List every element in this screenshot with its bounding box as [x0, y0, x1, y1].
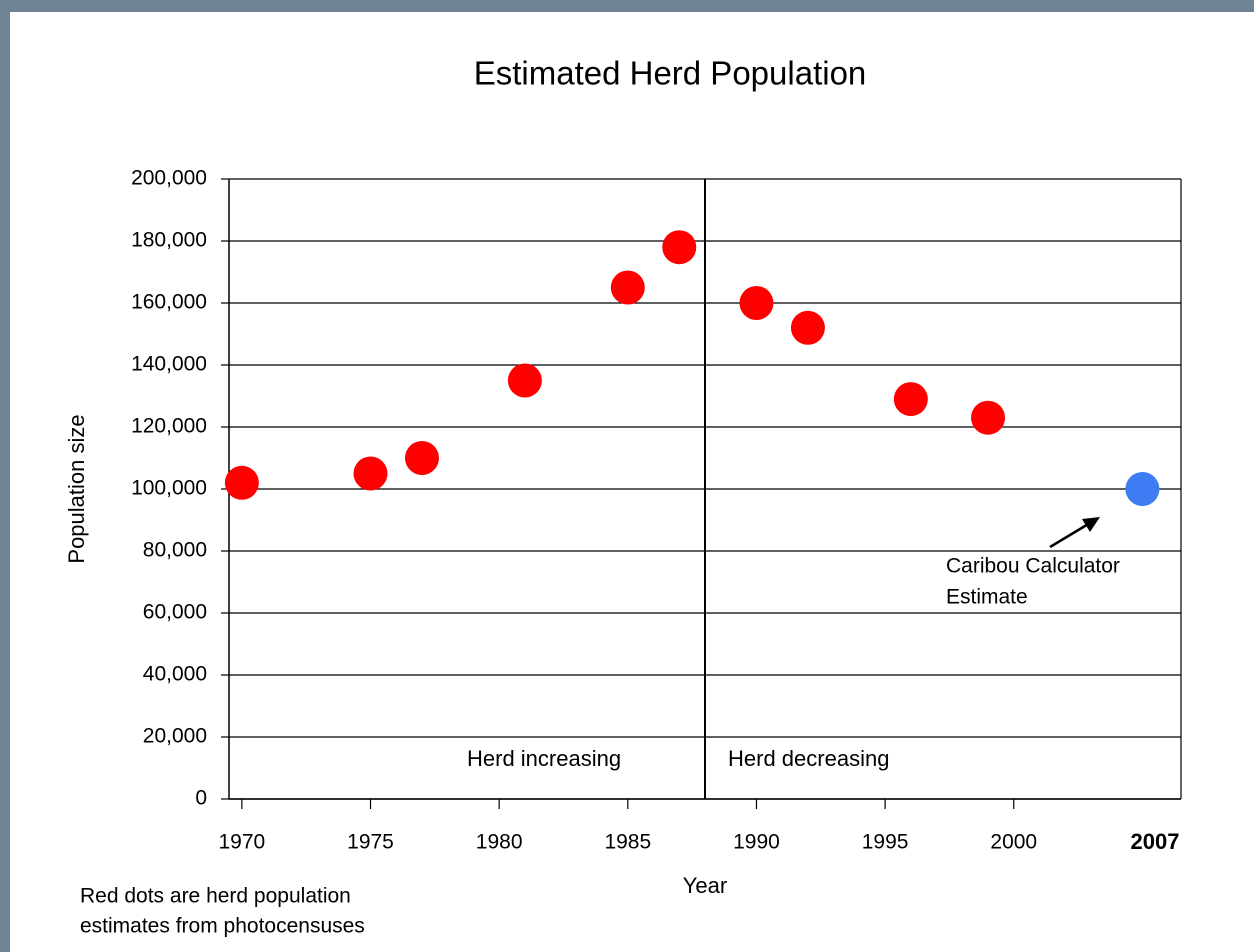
y-tick-label: 100,000	[131, 477, 207, 500]
annotation: Estimate	[946, 586, 1028, 609]
arrow-shaft	[1049, 521, 1091, 549]
x-tick-label: 1975	[347, 831, 394, 854]
arrow-head	[1082, 517, 1100, 532]
point	[507, 363, 542, 398]
x-axis-label: Year	[683, 873, 727, 898]
x-tick-label: 1980	[476, 831, 523, 854]
point	[404, 441, 439, 475]
y-tick-label: 120,000	[131, 415, 207, 438]
y-tick-label: 180,000	[131, 229, 207, 252]
point	[971, 400, 1006, 435]
point	[353, 456, 388, 491]
y-axis-label: Population size	[64, 414, 89, 563]
chart-title: Estimated Herd Population	[474, 55, 867, 92]
x-tick-label: 1995	[862, 831, 909, 854]
point	[224, 465, 259, 500]
point	[790, 310, 825, 345]
y-tick-label: 40,000	[143, 663, 207, 686]
frame-left	[0, 0, 10, 952]
y-tick-label: 200,000	[131, 167, 207, 190]
y-tick-label: 80,000	[143, 539, 207, 562]
x-tick-label: 2000	[990, 831, 1037, 854]
annotation: 2007	[1131, 829, 1180, 854]
y-tick-label: 20,000	[143, 725, 207, 748]
footnote: estimates from photocensuses	[80, 915, 365, 938]
y-tick-label: 160,000	[131, 291, 207, 314]
x-tick-label: 1970	[219, 831, 266, 854]
y-tick-label: 140,000	[131, 353, 207, 376]
point	[1125, 472, 1160, 506]
point	[662, 230, 697, 265]
x-tick-label: 1990	[733, 831, 780, 854]
point	[610, 270, 645, 305]
region-label: Herd increasing	[467, 746, 621, 771]
footnote: Red dots are herd population	[80, 885, 351, 908]
x-tick-label: 1985	[604, 831, 651, 854]
annotation: Caribou Calculator	[946, 555, 1120, 578]
frame-top	[0, 0, 1254, 12]
y-tick-label: 0	[195, 787, 207, 810]
point	[739, 286, 774, 320]
y-tick-label: 60,000	[143, 601, 207, 624]
point	[893, 382, 928, 417]
region-label: Herd decreasing	[728, 746, 889, 771]
